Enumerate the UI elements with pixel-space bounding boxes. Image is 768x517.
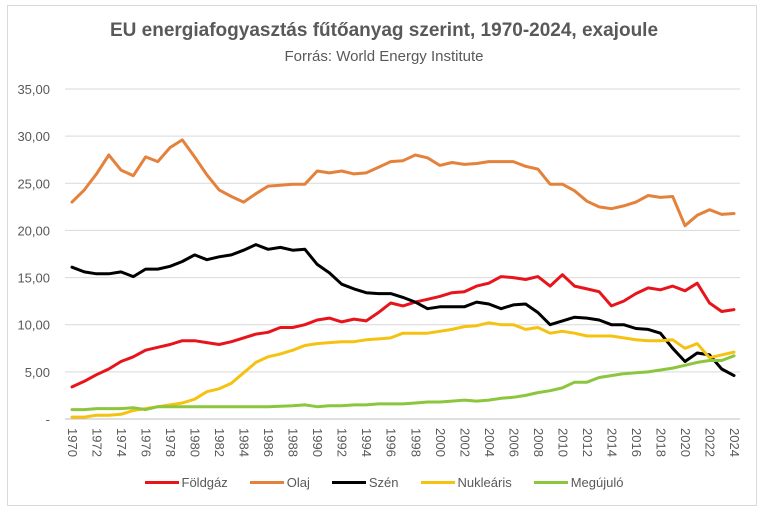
series-line-5: [70, 354, 736, 412]
legend-label: Nukleáris: [457, 475, 512, 490]
legend-item-szen: Szén: [331, 475, 399, 490]
chart-frame: [7, 5, 757, 506]
legend-swatch: [331, 481, 366, 484]
x-tick-label: 2008: [531, 428, 546, 457]
x-tick-label: 2006: [506, 428, 521, 457]
legend-item-foldgaz: Földgáz: [144, 475, 228, 490]
x-tick-label: 1976: [139, 428, 154, 457]
x-tick-label: 1998: [408, 428, 423, 457]
legend-item-megujulo: Megújuló: [533, 475, 624, 490]
x-tick-label: 2002: [457, 428, 472, 457]
series-line-3: [70, 243, 736, 378]
x-tick-label: 2014: [604, 428, 619, 457]
x-tick-label: 1982: [212, 428, 227, 457]
y-tick-label: -: [46, 412, 50, 427]
x-tick-label: 2024: [727, 428, 742, 457]
y-tick-label: 35,00: [17, 82, 50, 97]
x-tick-label: 2016: [629, 428, 644, 457]
x-tick-label: 1988: [286, 428, 301, 457]
legend-label: Földgáz: [181, 475, 228, 490]
legend-item-nuklearis: Nukleáris: [420, 475, 512, 490]
x-tick-label: 1980: [188, 428, 203, 457]
x-tick-label: 2004: [482, 428, 497, 457]
x-tick-label: 2020: [678, 428, 693, 457]
x-tick-label: 1984: [237, 428, 252, 457]
legend-item-olaj: Olaj: [249, 475, 310, 490]
x-tick-label: 1990: [310, 428, 325, 457]
legend: Földgáz Olaj Szén Nukleáris Megújuló: [0, 475, 768, 490]
legend-swatch: [249, 481, 284, 484]
series-line-4: [70, 321, 736, 419]
x-tick-label: 1996: [384, 428, 399, 457]
legend-swatch: [144, 481, 179, 484]
y-tick-label: 20,00: [17, 223, 50, 238]
x-tick-label: 2018: [653, 428, 668, 457]
x-tick-label: 1978: [163, 428, 178, 457]
y-tick-label: 10,00: [17, 318, 50, 333]
x-tick-label: 2000: [433, 428, 448, 457]
x-tick-label: 2010: [555, 428, 570, 457]
x-tick-label: 1974: [114, 428, 129, 457]
x-tick-label: 2012: [580, 428, 595, 457]
x-tick-label: 1972: [90, 428, 105, 457]
x-tick-label: 2022: [702, 428, 717, 457]
series-line-1: [70, 273, 736, 389]
legend-label: Megújuló: [570, 475, 624, 490]
legend-swatch: [533, 481, 568, 484]
x-tick-label: 1992: [335, 428, 350, 457]
x-tick-label: 1994: [359, 428, 374, 457]
chart-title: EU energiafogyasztás fűtőanyag szerint, …: [109, 20, 659, 41]
legend-swatch: [420, 481, 455, 484]
legend-label: Olaj: [286, 475, 310, 490]
legend-label: Szén: [368, 475, 399, 490]
y-tick-label: 30,00: [17, 129, 50, 144]
chart-subtitle: Forrás: World Energy Institute: [284, 48, 484, 65]
series-line-2: [70, 138, 736, 228]
y-tick-label: 15,00: [17, 271, 50, 286]
x-tick-label: 1970: [65, 428, 80, 457]
y-tick-label: 25,00: [17, 176, 50, 191]
x-tick-label: 1986: [261, 428, 276, 457]
y-tick-label: 5,00: [25, 365, 50, 380]
